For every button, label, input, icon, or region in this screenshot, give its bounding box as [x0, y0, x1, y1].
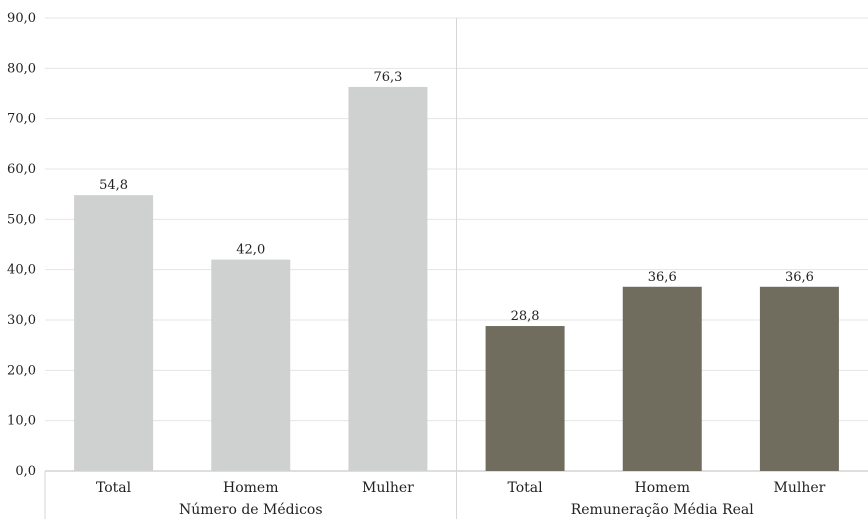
labels: 54,8 Total 42,0 Homem 76,3 Mulher Número de Mé…: [96, 70, 826, 518]
category-label: Mulher: [774, 480, 826, 496]
data-label: 42,0: [236, 243, 265, 258]
bars: [74, 86, 839, 471]
bar: [485, 326, 565, 471]
data-label: 54,8: [99, 178, 128, 193]
y-axis-ticks: 0,0 10,0 20,0 30,0 40,0 50,0 60,0 70,0 80,0 90,0: [7, 11, 36, 479]
bar: [622, 286, 702, 471]
bar: [348, 86, 428, 471]
category-label: Mulher: [362, 480, 414, 496]
y-tick-label: 80,0: [7, 61, 36, 76]
data-label: 76,3: [373, 70, 402, 85]
y-tick-label: 90,0: [7, 11, 36, 26]
y-tick-label: 0,0: [15, 464, 36, 479]
y-tick-label: 30,0: [7, 313, 36, 328]
bar: [74, 195, 154, 471]
category-label: Homem: [635, 480, 690, 496]
data-label: 36,6: [648, 270, 677, 285]
bar: [211, 259, 291, 471]
data-label: 36,6: [785, 270, 814, 285]
y-tick-label: 50,0: [7, 212, 36, 227]
gridlines: [44, 17, 868, 519]
group-label: Remuneração Média Real: [571, 502, 755, 518]
category-label: Homem: [223, 480, 278, 496]
y-tick-label: 40,0: [7, 263, 36, 278]
data-label: 28,8: [511, 309, 540, 324]
y-tick-label: 20,0: [7, 363, 36, 378]
y-tick-label: 70,0: [7, 112, 36, 127]
group-label: Número de Médicos: [179, 502, 323, 518]
y-tick-label: 60,0: [7, 162, 36, 177]
category-label: Total: [96, 480, 132, 496]
bar: [759, 286, 839, 471]
y-tick-label: 10,0: [7, 414, 36, 429]
category-label: Total: [508, 480, 544, 496]
